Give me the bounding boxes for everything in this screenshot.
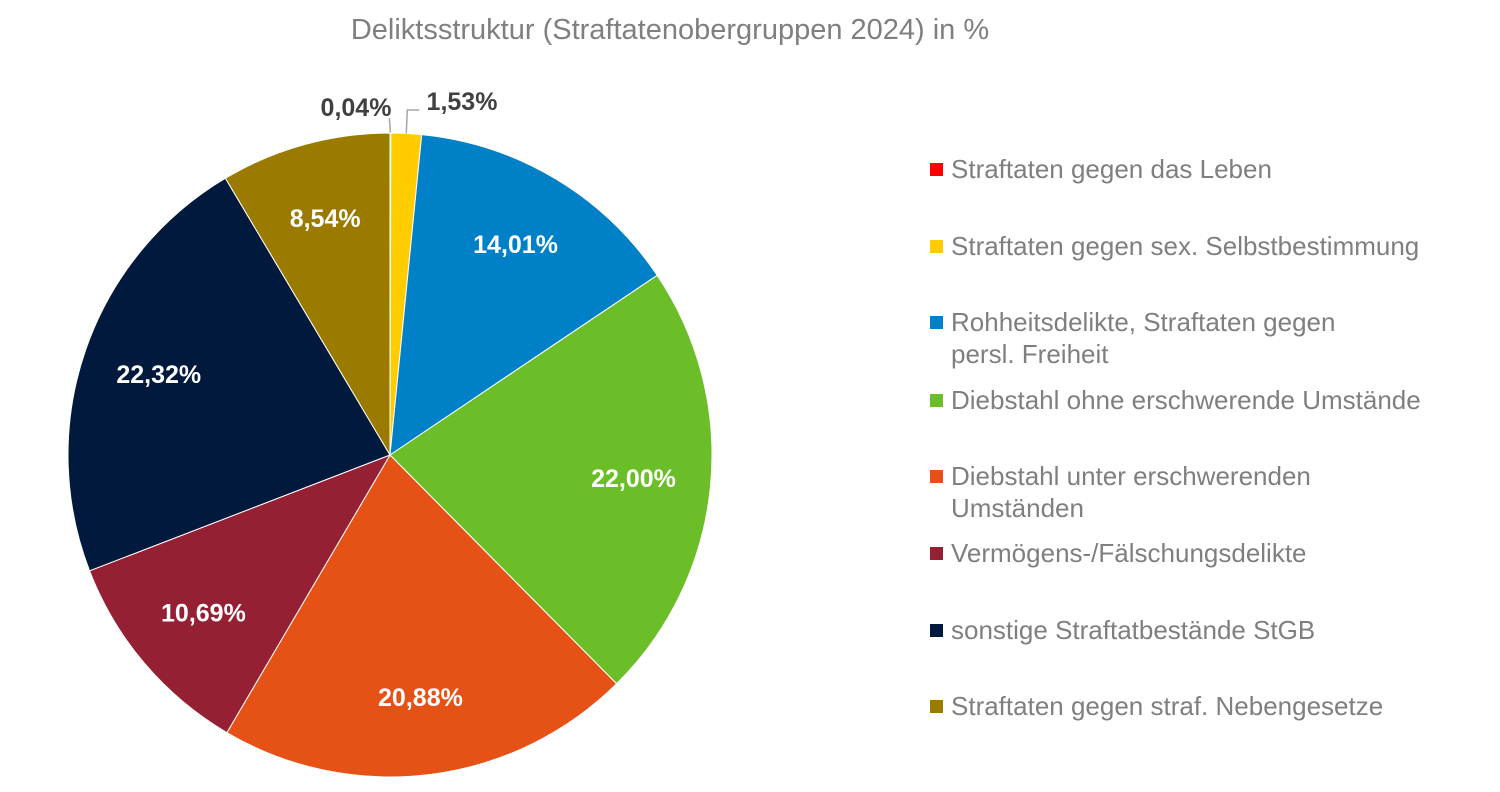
legend-swatch	[930, 700, 943, 713]
legend-swatch	[930, 624, 943, 637]
legend-label: sonstige Straftatbestände StGB	[951, 615, 1316, 645]
legend-swatch	[930, 394, 943, 407]
legend-item: Rohheitsdelikte, Straftaten gegen persl.…	[930, 306, 1470, 370]
legend-label: Vermögens-/Fälschungsdelikte	[951, 538, 1307, 568]
data-label: 10,69%	[161, 599, 246, 627]
legend-label: Straftaten gegen das Leben	[951, 154, 1272, 184]
legend-swatch	[930, 316, 943, 329]
legend-item: Diebstahl ohne erschwerende Umstände	[930, 384, 1470, 416]
pie-slice	[67, 177, 391, 572]
data-label: 14,01%	[473, 231, 558, 259]
leader-line	[405, 109, 420, 134]
legend-label: Rohheitsdelikte, Straftaten gegen persl.…	[951, 307, 1336, 369]
pie-chart: 0,04% 1,53% 14,01% 22,00% 20,88% 10,69% 22,32%…	[67, 88, 713, 778]
legend-item: Vermögens-/Fälschungsdelikte	[930, 537, 1470, 569]
data-label: 22,32%	[116, 361, 201, 389]
pie-slice	[389, 134, 658, 457]
legend-swatch	[930, 240, 943, 253]
pie-slice	[88, 454, 392, 734]
legend-label: Diebstahl ohne erschwerende Umstände	[951, 385, 1421, 415]
pie-slice	[389, 274, 713, 685]
legend-item: Straftaten gegen sex. Selbstbestimmung	[930, 230, 1470, 262]
pie-slice	[224, 132, 391, 457]
data-label: 22,00%	[591, 465, 676, 493]
pie-slice	[226, 454, 618, 778]
legend-item: Straftaten gegen das Leben	[930, 153, 1470, 185]
legend-label: Straftaten gegen straf. Nebengesetze	[951, 691, 1384, 721]
data-label: 20,88%	[378, 684, 463, 712]
data-label: 8,54%	[290, 205, 361, 233]
chart-title: Deliktsstruktur (Straftatenobergruppen 2…	[350, 14, 990, 46]
legend-swatch	[930, 470, 943, 483]
legend-item: Diebstahl unter erschwerenden Umständen	[930, 460, 1470, 524]
data-label: 1,53%	[427, 88, 498, 116]
leader-line	[388, 117, 392, 134]
data-label: 0,04%	[321, 94, 392, 122]
legend-swatch	[930, 547, 943, 560]
legend-label: Diebstahl unter erschwerenden Umständen	[951, 461, 1311, 523]
legend-swatch	[930, 163, 943, 176]
legend-item: sonstige Straftatbestände StGB	[930, 614, 1470, 646]
legend-label: Straftaten gegen sex. Selbstbestimmung	[951, 231, 1420, 261]
legend-item: Straftaten gegen straf. Nebengesetze	[930, 690, 1470, 722]
